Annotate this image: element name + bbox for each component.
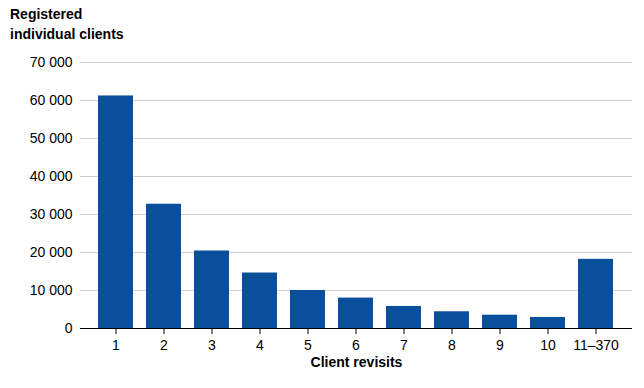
svg-text:3: 3 <box>208 337 216 353</box>
svg-text:0: 0 <box>65 320 73 336</box>
svg-text:60 000: 60 000 <box>30 92 73 108</box>
svg-text:10 000: 10 000 <box>30 282 73 298</box>
svg-text:1: 1 <box>112 337 120 353</box>
svg-text:30 000: 30 000 <box>30 206 73 222</box>
svg-text:9: 9 <box>496 337 504 353</box>
svg-text:7: 7 <box>400 337 408 353</box>
svg-text:40 000: 40 000 <box>30 168 73 184</box>
svg-text:70 000: 70 000 <box>30 54 73 70</box>
svg-text:4: 4 <box>256 337 264 353</box>
svg-text:6: 6 <box>352 337 360 353</box>
svg-text:5: 5 <box>304 337 312 353</box>
svg-text:2: 2 <box>160 337 168 353</box>
html-text:Registered individual clients: Registered individual clients <box>10 6 124 42</box>
svg-text:11–370: 11–370 <box>573 337 619 353</box>
svg-text:20 000: 20 000 <box>30 244 73 260</box>
svg-text:10: 10 <box>540 337 556 353</box>
svg-text:50 000: 50 000 <box>30 130 73 146</box>
svg-text:8: 8 <box>448 337 456 353</box>
svg-text:Client revisits: Client revisits <box>311 354 403 370</box>
